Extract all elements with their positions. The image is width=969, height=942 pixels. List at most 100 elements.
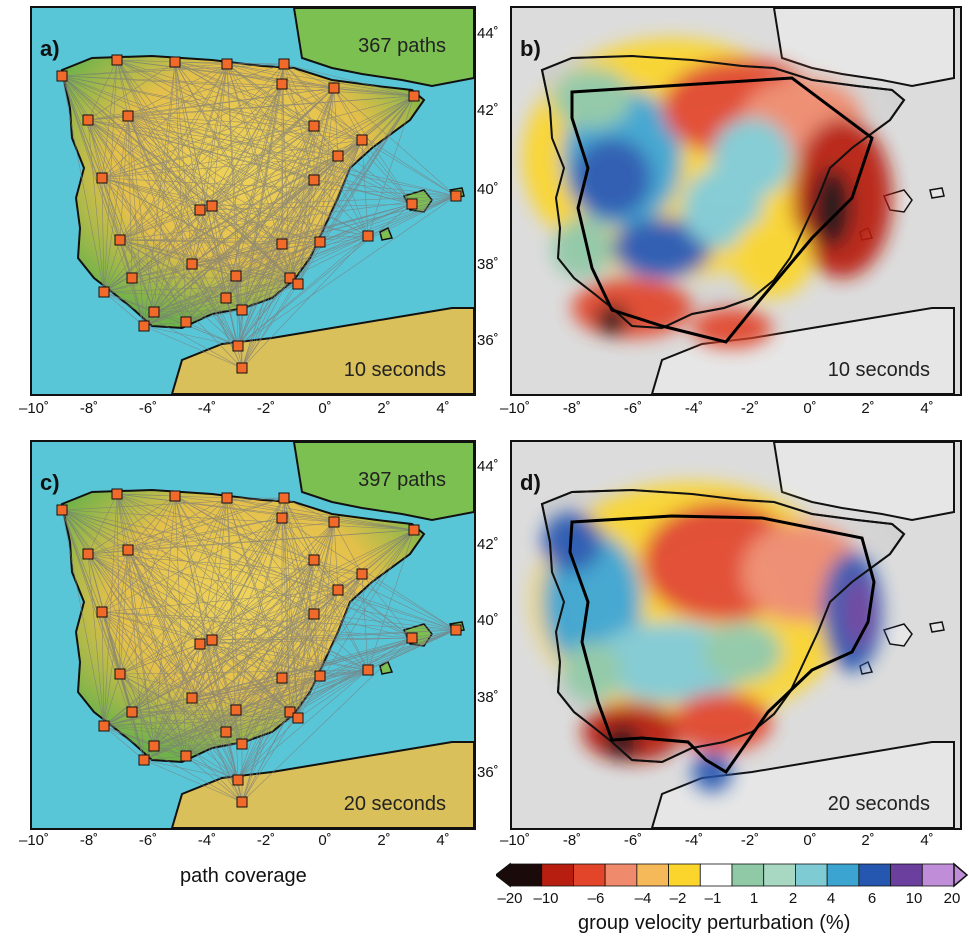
station-marker: [232, 774, 244, 786]
panel-d-period: 20 seconds: [827, 793, 930, 815]
path-coverage-caption: path coverage: [180, 865, 307, 887]
station-marker: [111, 54, 123, 66]
station-marker: [138, 320, 150, 332]
station-marker: [56, 504, 68, 516]
station-marker: [314, 670, 326, 682]
station-marker: [362, 230, 374, 242]
x-tick: 2˚: [377, 832, 391, 849]
station-marker: [206, 200, 218, 212]
station-marker: [236, 362, 248, 374]
colorbar-tick: 4: [826, 890, 836, 907]
station-marker: [284, 272, 296, 284]
station-marker: [122, 544, 134, 556]
station-marker: [356, 134, 368, 146]
station-marker: [221, 58, 233, 70]
y-tick: 40˚: [477, 181, 499, 198]
x-tick: -8˚: [79, 832, 99, 849]
station-marker: [186, 258, 198, 270]
station-marker: [278, 492, 290, 504]
station-marker: [276, 512, 288, 524]
map-b: [512, 8, 960, 394]
station-marker: [308, 174, 320, 186]
x-tick: -4˚: [684, 400, 704, 417]
x-tick: -8˚: [562, 400, 582, 417]
x-tick: 0˚: [318, 400, 332, 417]
y-tick: 36˚: [477, 764, 499, 781]
colorbar-swatch: [795, 863, 828, 887]
station-marker: [194, 204, 206, 216]
y-tick: 38˚: [477, 256, 499, 273]
station-marker: [232, 340, 244, 352]
station-marker: [450, 190, 462, 202]
panel-d-velocity-map: d) 20 seconds: [510, 440, 962, 830]
map-c: [32, 442, 474, 828]
panel-a-label: a): [40, 36, 60, 61]
station-marker: [292, 712, 304, 724]
x-tick: 4˚: [920, 832, 934, 849]
colorbar-tick: 20: [943, 890, 961, 907]
x-tick: -6˚: [623, 832, 643, 849]
colorbar-swatch: [668, 863, 701, 887]
station-marker: [114, 668, 126, 680]
panel-c-period: 20 seconds: [343, 793, 446, 815]
colorbar-title: group velocity perturbation (%): [578, 912, 851, 934]
station-marker: [276, 238, 288, 250]
station-marker: [276, 78, 288, 90]
panel-a-paths-count: 367 paths: [358, 35, 446, 57]
x-tick: –10˚: [18, 832, 50, 849]
x-tick: –10˚: [499, 832, 531, 849]
station-marker: [98, 286, 110, 298]
colorbar-swatch: [636, 863, 669, 887]
station-marker: [332, 584, 344, 596]
colorbar-swatch: [890, 863, 923, 887]
panel-a-path-coverage: a) 367 paths 10 seconds: [30, 6, 476, 396]
colorbar-tick: 1: [749, 890, 759, 907]
x-tick: –10˚: [499, 400, 531, 417]
colorbar-swatch: [573, 863, 606, 887]
station-marker: [236, 304, 248, 316]
x-tick: -4˚: [197, 832, 217, 849]
station-marker: [98, 720, 110, 732]
y-tick: 38˚: [477, 689, 499, 706]
station-marker: [221, 492, 233, 504]
station-marker: [328, 82, 340, 94]
station-marker: [308, 608, 320, 620]
station-marker: [148, 306, 160, 318]
colorbar-swatch: [541, 863, 574, 887]
station-marker: [308, 554, 320, 566]
station-marker: [406, 198, 418, 210]
colorbar-tick: –6: [587, 890, 605, 907]
colorbar-swatch: [604, 863, 638, 887]
colorbar-swatch: [763, 863, 796, 887]
y-tick: 44˚: [477, 458, 499, 475]
station-marker: [96, 172, 108, 184]
colorbar-swatch: [509, 863, 543, 887]
x-tick: -2˚: [256, 400, 276, 417]
x-tick: -2˚: [256, 832, 276, 849]
y-tick: 42˚: [477, 102, 499, 119]
station-marker: [308, 120, 320, 132]
x-tick: -6˚: [138, 400, 158, 417]
station-marker: [328, 516, 340, 528]
station-marker: [56, 70, 68, 82]
colorbar-tick: –4: [634, 890, 652, 907]
panel-b-period: 10 seconds: [827, 359, 930, 381]
station-marker: [186, 692, 198, 704]
x-tick: -6˚: [138, 832, 158, 849]
map-a: [32, 8, 474, 394]
x-tick: 2˚: [377, 400, 391, 417]
x-tick: -4˚: [684, 832, 704, 849]
panel-b-label: b): [520, 36, 541, 61]
x-tick: 4˚: [920, 400, 934, 417]
panel-c-label: c): [40, 470, 60, 495]
station-marker: [180, 316, 192, 328]
station-marker: [126, 272, 138, 284]
x-tick: -6˚: [623, 400, 643, 417]
station-marker: [220, 292, 232, 304]
panel-c-paths-count: 397 paths: [358, 469, 446, 491]
x-tick: -2˚: [740, 832, 760, 849]
colorbar-swatch: [921, 863, 955, 887]
colorbar-tick: 2: [788, 890, 798, 907]
colorbar-swatch: [858, 863, 891, 887]
colorbar-tick: –1: [704, 890, 722, 907]
